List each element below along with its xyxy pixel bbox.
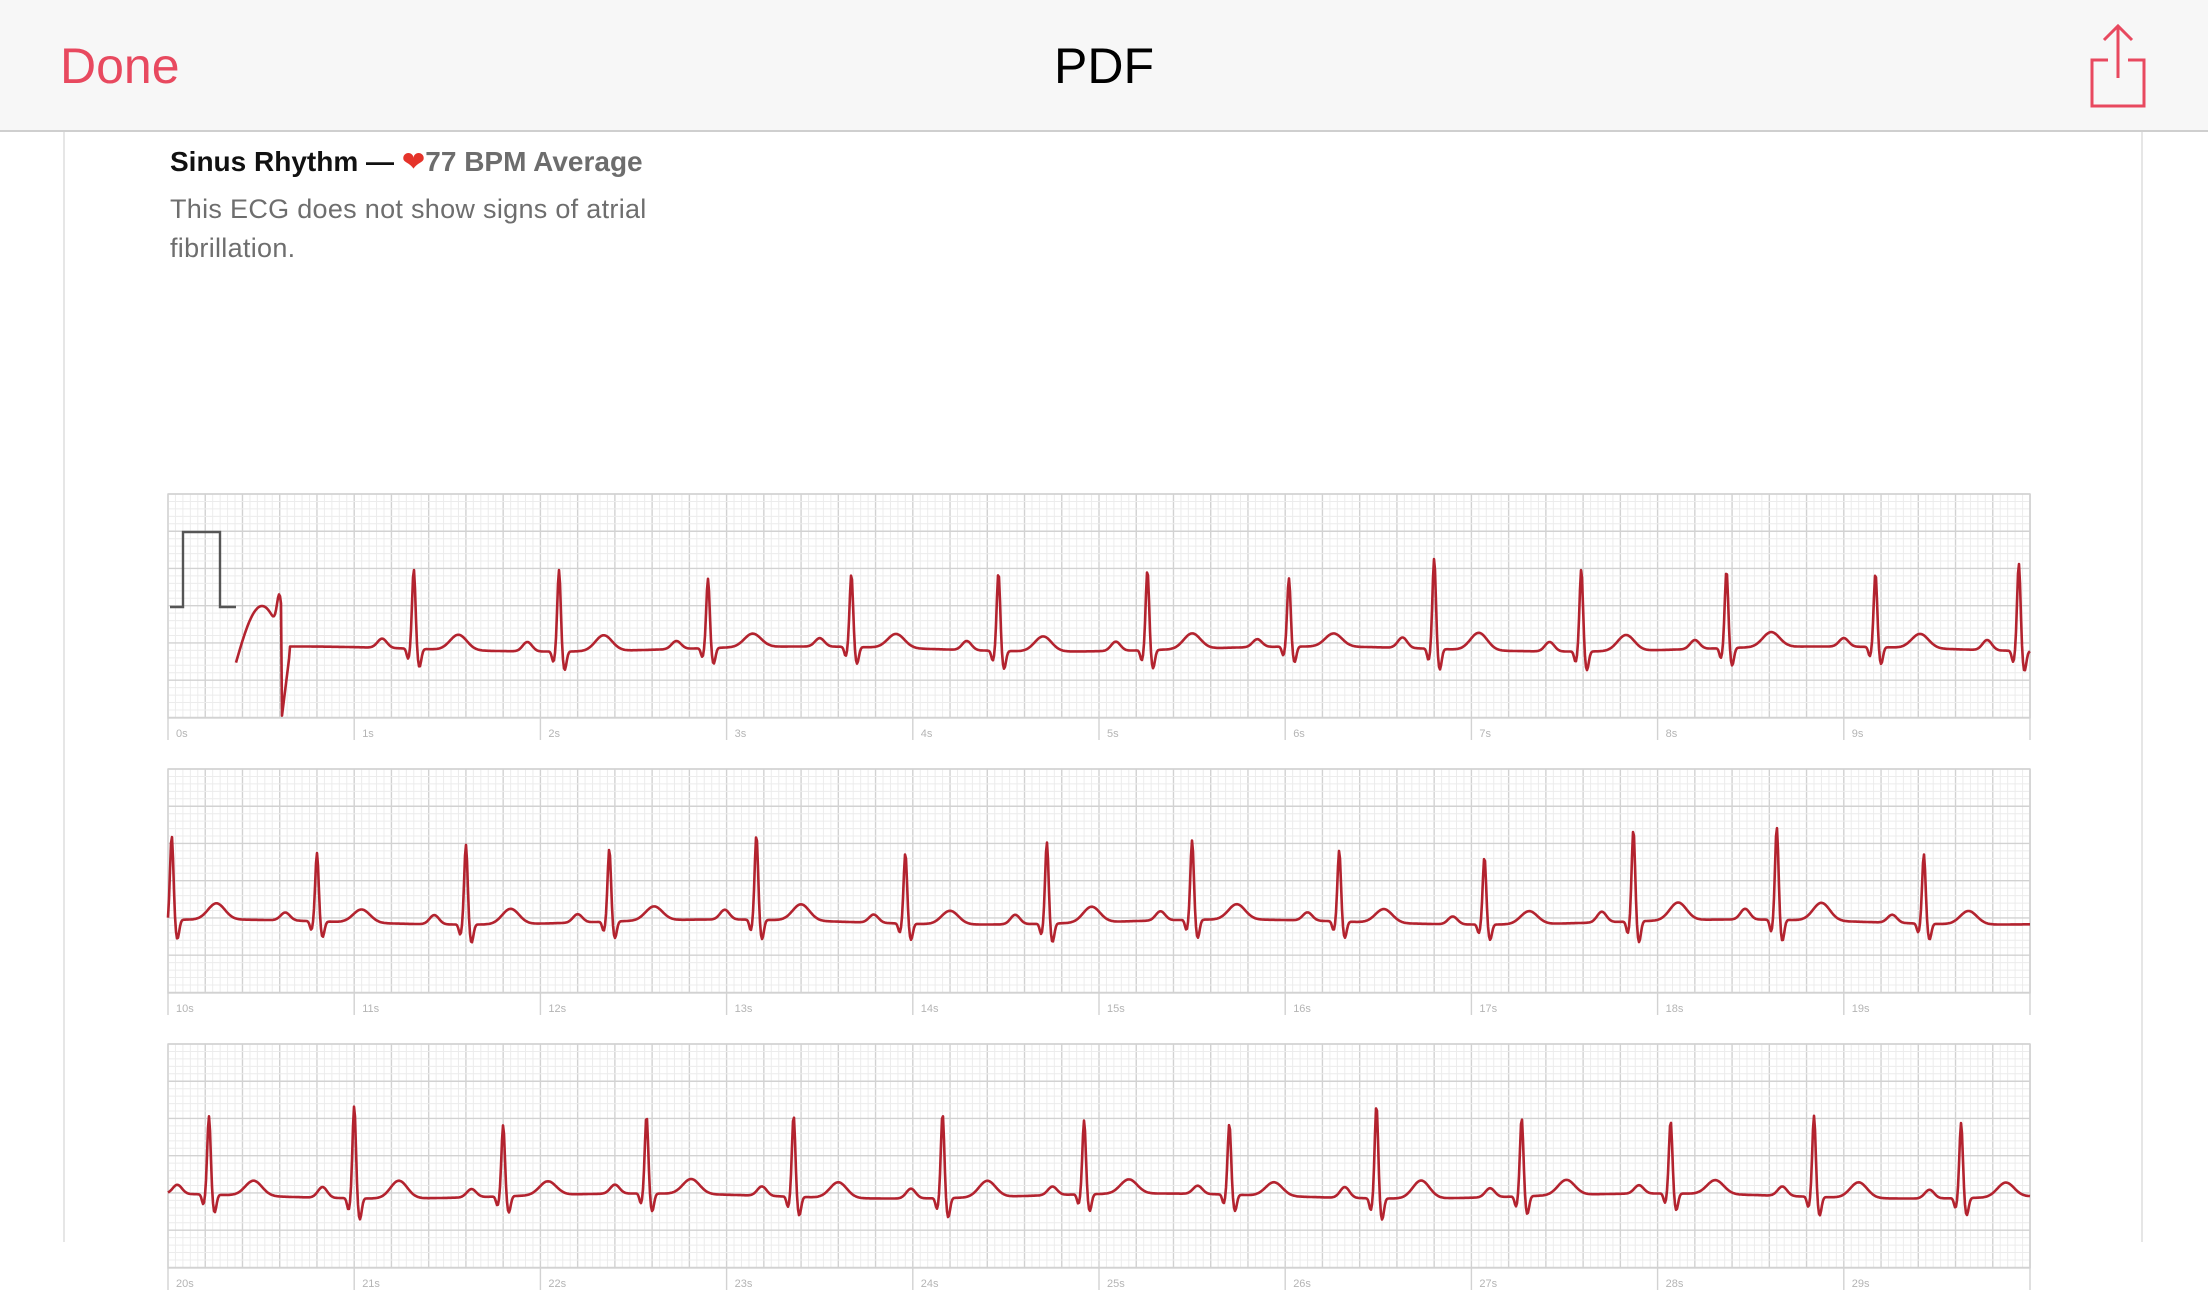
time-tick-label: 17s [1479, 1003, 1497, 1015]
time-tick-label: 19s [1852, 1003, 1870, 1015]
ecg-summary-heading: Sinus Rhythm — ❤77 BPM Average [170, 142, 643, 182]
time-tick-label: 0s [176, 728, 188, 740]
ecg-strip-svg: 0s 1s 2s 3s 4s 5s 6s 7s 8s 9s [167, 493, 2031, 740]
ecg-strip-1: 0s 1s 2s 3s 4s 5s 6s 7s 8s 9s [167, 493, 2031, 744]
time-tick-label: 26s [1293, 1278, 1311, 1290]
time-tick-label: 4s [921, 728, 933, 740]
ecg-trace [167, 1105, 2031, 1221]
pdf-page [63, 132, 2143, 1242]
time-tick-label: 27s [1479, 1278, 1497, 1290]
ecg-grid [167, 1043, 2031, 1269]
ecg-description: This ECG does not show signs of atrial f… [170, 194, 647, 263]
time-tick-label: 15s [1107, 1003, 1125, 1015]
time-tick-label: 13s [735, 1003, 753, 1015]
heart-icon: ❤ [401, 146, 426, 177]
time-tick-label: 23s [735, 1278, 753, 1290]
page-title: PDF [1054, 38, 1154, 94]
time-tick-label: 14s [921, 1003, 939, 1015]
rhythm-classification: Sinus Rhythm — [170, 146, 395, 177]
time-tick-label: 5s [1107, 728, 1119, 740]
share-icon[interactable] [2086, 22, 2150, 110]
ecg-strip-2: 10s 11s 12s 13s 14s 15s 16s 17s 18s 19s [166, 768, 2031, 1019]
time-tick-label: 3s [735, 728, 747, 740]
time-tick-label: 20s [176, 1278, 194, 1290]
average-bpm: 77 BPM Average [425, 146, 643, 177]
time-tick-label: 28s [1666, 1278, 1684, 1290]
ecg-strip-3: 20s 21s 22s 23s 24s 25s 26s 27s 28s 29s [167, 1043, 2031, 1294]
time-tick-label: 22s [548, 1278, 566, 1290]
ecg-strip-svg: 10s 11s 12s 13s 14s 15s 16s 17s 18s 19s [166, 768, 2031, 1015]
time-tick-label: 18s [1666, 1003, 1684, 1015]
time-tick-label: 11s [362, 1003, 379, 1015]
calibration-pulse [170, 530, 236, 609]
time-tick-label: 6s [1293, 728, 1305, 740]
time-tick-label: 9s [1852, 728, 1864, 740]
done-button[interactable]: Done [60, 38, 180, 94]
ecg-trace [166, 826, 2031, 944]
time-tick-label: 29s [1852, 1278, 1870, 1290]
time-tick-label: 21s [362, 1278, 380, 1290]
ecg-trace [234, 557, 2031, 717]
time-tick-label: 7s [1479, 728, 1491, 740]
time-tick-label: 2s [548, 728, 560, 740]
time-tick-label: 12s [548, 1003, 566, 1015]
ecg-grid [167, 493, 2031, 719]
time-tick-label: 10s [176, 1003, 194, 1015]
ecg-grid [167, 768, 2031, 994]
ecg-strip-svg: 20s 21s 22s 23s 24s 25s 26s 27s 28s 29s [167, 1043, 2031, 1290]
time-tick-label: 16s [1293, 1003, 1311, 1015]
time-tick-label: 24s [921, 1278, 939, 1290]
time-tick-label: 1s [362, 728, 374, 740]
time-tick-label: 8s [1666, 728, 1678, 740]
time-tick-label: 25s [1107, 1278, 1125, 1290]
navigation-bar: Done PDF [0, 0, 2208, 132]
